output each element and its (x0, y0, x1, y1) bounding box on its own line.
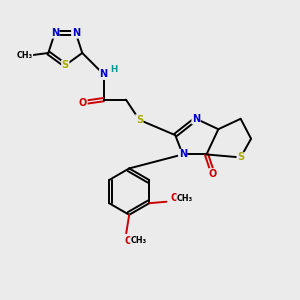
Text: CH₃: CH₃ (16, 51, 33, 60)
Text: O: O (171, 193, 179, 203)
Text: N: N (192, 114, 200, 124)
Text: N: N (178, 149, 187, 160)
Text: O: O (209, 169, 217, 179)
Text: S: S (136, 115, 143, 125)
Text: S: S (237, 152, 244, 162)
Text: N: N (51, 28, 59, 38)
Text: CH₃: CH₃ (177, 194, 193, 203)
Text: O: O (124, 236, 133, 246)
Text: N: N (72, 28, 80, 38)
Text: CH₃: CH₃ (130, 236, 147, 245)
Text: O: O (79, 98, 87, 108)
Text: N: N (100, 69, 108, 80)
Text: H: H (110, 65, 118, 74)
Text: S: S (62, 60, 69, 70)
